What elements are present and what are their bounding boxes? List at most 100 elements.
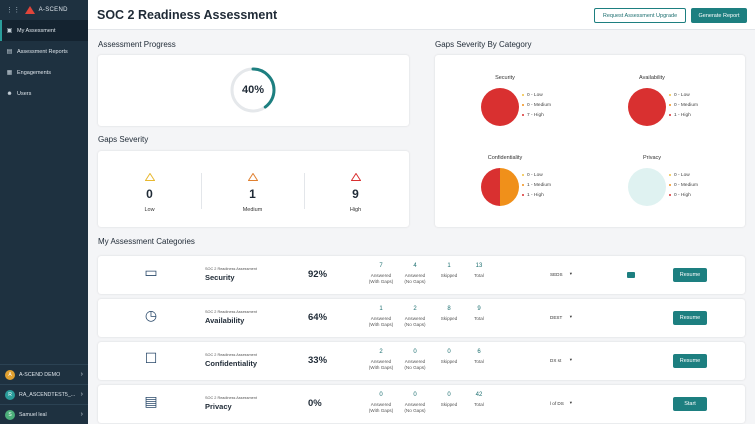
stat-answered-gaps: 1 Answered (With Gaps): [363, 306, 399, 328]
legend-item: 0 - Low: [669, 91, 698, 101]
sidebar-item-users[interactable]: ☻ Users: [0, 83, 88, 104]
comment-icon[interactable]: [627, 272, 635, 278]
stat-label-line: Total: [474, 402, 484, 407]
briefcase-icon: ▦: [6, 70, 13, 76]
logo[interactable]: ⋮⋮ A-SCEND: [0, 0, 88, 20]
stat-label-line: (With Gaps): [368, 365, 394, 370]
stat-label-line: Total: [474, 273, 484, 278]
stat-label: Answered (With Gaps): [363, 273, 399, 285]
category-action-button[interactable]: Resume: [673, 354, 707, 368]
chevron-down-icon: ▾: [569, 357, 572, 362]
severity-title: Gaps Severity: [98, 135, 149, 144]
pie-chart: [481, 168, 519, 206]
legend-item: 0 - Medium: [522, 101, 551, 111]
stat-answered-gaps: 2 Answered (With Gaps): [363, 349, 399, 371]
stopwatch-illustration-icon: ◷: [144, 307, 158, 323]
divider: [201, 173, 202, 209]
stat-answered-no-gaps: 2 Answered (No Gaps): [397, 306, 433, 328]
stat-value: 42: [475, 392, 483, 398]
sidebar-item-my-assessment[interactable]: ▣ My Assessment: [0, 20, 88, 41]
sidebar-item-engagements[interactable]: ▦ Engagements: [0, 62, 88, 83]
account-item[interactable]: S Samuel leal ›: [0, 404, 88, 424]
category-select[interactable]: SEDS ▾: [548, 269, 574, 279]
category-action-button[interactable]: Resume: [673, 268, 707, 282]
stat-value: 6: [477, 349, 481, 355]
stat-skipped: 8 Skipped: [431, 306, 467, 322]
legend-label: 0 - Medium: [674, 103, 698, 108]
stat-answered-no-gaps: 4 Answered (No Gaps): [397, 263, 433, 285]
category-action-button[interactable]: Resume: [673, 311, 707, 325]
grid-icon[interactable]: ⋮⋮: [6, 7, 21, 14]
stat-label-line: Skipped: [440, 402, 458, 407]
account-item[interactable]: A A-SCEND DEMO ›: [0, 364, 88, 384]
warning-icon: [201, 173, 304, 181]
progress-ring: [230, 67, 276, 113]
category-select[interactable]: l of DS ▾: [548, 398, 574, 408]
stat-label-line: Answered: [370, 273, 392, 278]
privacy-illustration-icon: ▤: [144, 393, 158, 409]
stat-label-line: (No Gaps): [404, 279, 426, 284]
logo-text: A-SCEND: [38, 7, 68, 13]
pie-chart: [628, 168, 666, 206]
logo-mark-icon: [24, 6, 35, 14]
chevron-right-icon: ›: [80, 391, 83, 398]
pie-slice: [500, 168, 519, 206]
stat-value: 1: [447, 263, 451, 269]
chevron-down-icon: ▾: [569, 400, 572, 405]
pie-empty: [628, 168, 666, 206]
sidebar-item-assessment-reports[interactable]: ▤ Assessment Reports: [0, 41, 88, 62]
category-select[interactable]: DEST ▾: [548, 312, 574, 322]
severity-medium: 1 Medium: [201, 151, 304, 227]
account-avatar: S: [5, 409, 15, 420]
progress-title: Assessment Progress: [98, 40, 176, 49]
stat-total: 6 Total: [461, 349, 497, 365]
stat-label-line: Skipped: [440, 273, 458, 278]
pie-legend: 0 - Low 0 - Medium 7 - High: [522, 91, 551, 121]
category-action-button[interactable]: Start: [673, 397, 707, 411]
pie-slice: [481, 88, 519, 126]
stat-label: Answered (No Gaps): [397, 316, 433, 328]
stat-value: 13: [475, 263, 483, 269]
sidebar-item-label: Assessment Reports: [17, 48, 68, 55]
severity-label: Medium: [242, 207, 263, 213]
pie-title: Security: [495, 75, 515, 81]
stat-label: Skipped: [431, 402, 467, 408]
category-percent: 0%: [308, 398, 322, 409]
select-value: l of DS: [550, 400, 564, 406]
sidebar-item-label: My Assessment: [17, 27, 56, 34]
legend-label: 1 - Medium: [527, 183, 551, 188]
pie-title: Confidentiality: [487, 155, 523, 161]
category-select[interactable]: DX st ▾: [548, 355, 574, 365]
legend-dot: [669, 113, 671, 116]
category-subtitle: SOC 2 Readiness Assessment: [205, 353, 257, 357]
sidebar: ⋮⋮ A-SCEND ▣ My Assessment ▤ Assessment Rep…: [0, 0, 88, 424]
request-upgrade-button[interactable]: Request Assessment Upgrade: [594, 8, 686, 23]
users-icon: ☻: [6, 90, 13, 97]
select-value: SEDS: [550, 271, 563, 277]
legend-dot: [669, 193, 671, 196]
severity-count: 0: [146, 187, 153, 201]
stat-value: 1: [379, 306, 383, 312]
legend-dot: [522, 173, 524, 176]
legend-label: 0 - Low: [527, 93, 543, 98]
account-item[interactable]: R RA_ASCENDTEST5_... ›: [0, 384, 88, 404]
pie-legend: 0 - Low 0 - Medium 1 - High: [669, 91, 698, 121]
generate-report-button[interactable]: Generate Report: [691, 8, 747, 23]
legend-item: 1 - High: [669, 111, 698, 121]
category-name: Confidentiality: [205, 359, 258, 368]
report-icon: ▤: [6, 49, 13, 55]
category-subtitle: SOC 2 Readiness Assessment: [205, 396, 257, 400]
category-subtitle: SOC 2 Readiness Assessment: [205, 310, 257, 314]
account-avatar: A: [5, 369, 15, 380]
stat-value: 7: [379, 263, 383, 269]
stat-answered-no-gaps: 0 Answered (No Gaps): [397, 349, 433, 371]
pie-title: Privacy: [642, 155, 662, 161]
account-list: A A-SCEND DEMO › R RA_ASCENDTEST5_... › S Samue…: [0, 364, 88, 424]
stat-label: Answered (No Gaps): [397, 402, 433, 414]
clipboard-icon: ▣: [6, 28, 13, 34]
stat-skipped: 0 Skipped: [431, 349, 467, 365]
legend-label: 1 - High: [674, 113, 691, 118]
severity-card: 0 Low 1 Medium 9 High: [98, 151, 409, 227]
stat-label: Total: [461, 316, 497, 322]
confidentiality-illustration-icon: ☐: [144, 350, 158, 366]
